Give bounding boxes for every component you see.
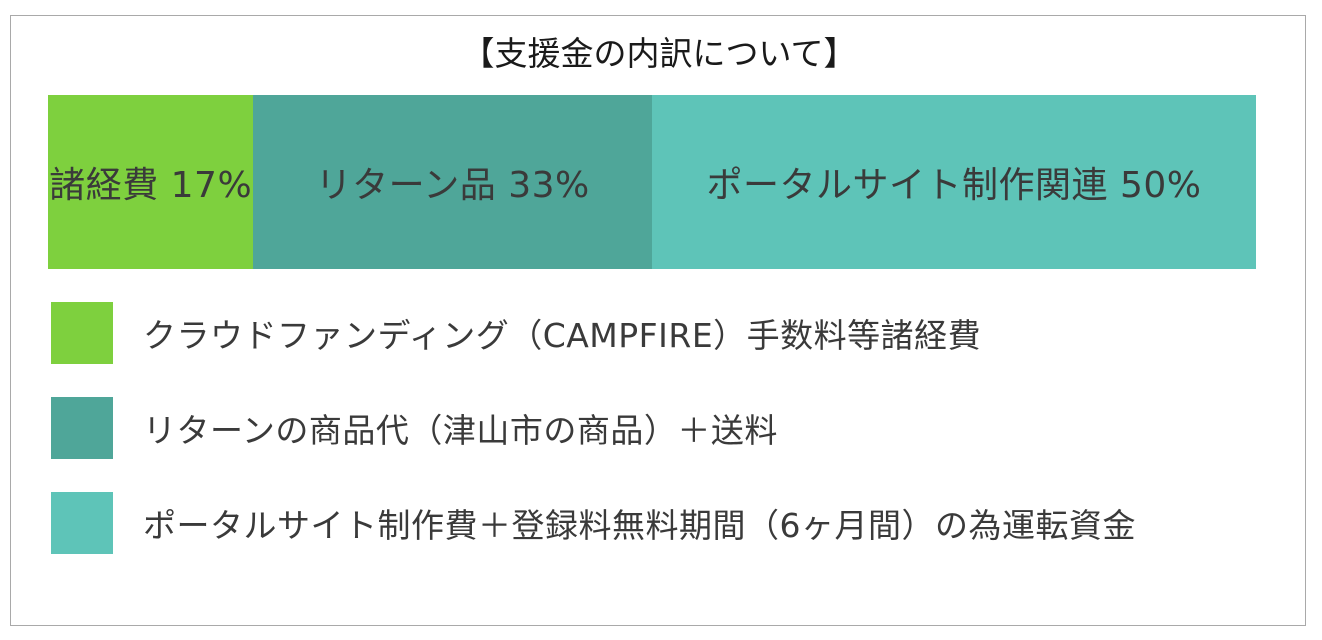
stacked-bar: 諸経費 17% リターン品 33% ポータルサイト制作関連 50% — [48, 95, 1256, 269]
data-label-3: ポータルサイト制作関連 50% — [706, 165, 1202, 206]
chart-frame: 【支援金の内訳について】 諸経費 17% リターン品 33% ポータルサイト制作関連… — [10, 15, 1306, 626]
legend-swatch-1 — [51, 302, 113, 364]
legend-item-3: ポータルサイト制作費＋登録料無料期間（6ヶ月間）の為運転資金 — [51, 492, 1136, 554]
data-label-1: 諸経費 17% — [49, 165, 253, 206]
bar-segment-3: ポータルサイト制作関連 50% — [651, 95, 1256, 269]
legend-swatch-2 — [51, 397, 113, 459]
legend-swatch-3 — [51, 492, 113, 554]
legend-item-1: クラウドファンディング（CAMPFIRE）手数料等諸経費 — [51, 302, 981, 364]
chart-title: 【支援金の内訳について】 — [461, 34, 857, 73]
data-label-2: リターン品 33% — [315, 165, 590, 206]
bar-segment-2: リターン品 33% — [253, 95, 652, 269]
bar-segment-1: 諸経費 17% — [48, 95, 254, 269]
legend-label-2: リターンの商品代（津山市の商品）＋送料 — [143, 411, 778, 450]
legend-label-3: ポータルサイト制作費＋登録料無料期間（6ヶ月間）の為運転資金 — [143, 506, 1136, 545]
legend-label-1: クラウドファンディング（CAMPFIRE）手数料等諸経費 — [143, 316, 982, 355]
legend-item-2: リターンの商品代（津山市の商品）＋送料 — [51, 397, 778, 459]
